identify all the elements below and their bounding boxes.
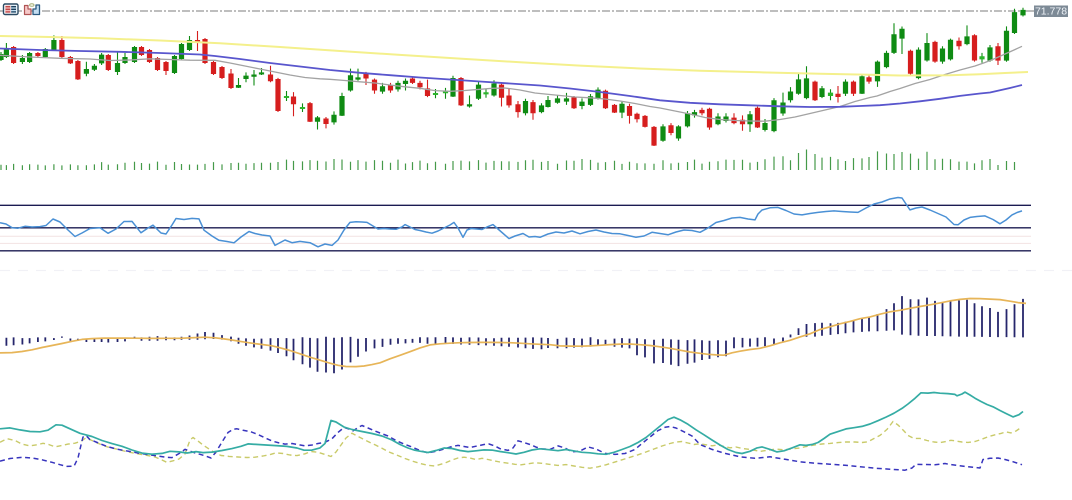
svg-text:71.778: 71.778 [1035, 6, 1067, 18]
